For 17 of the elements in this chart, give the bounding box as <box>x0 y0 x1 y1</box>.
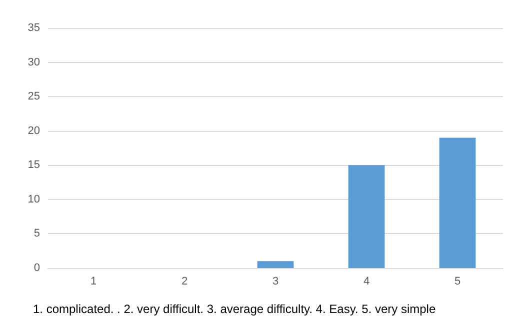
y-tick-label: 5 <box>34 228 40 240</box>
y-tick-label: 30 <box>28 56 40 68</box>
x-tick-label: 5 <box>454 276 461 288</box>
y-tick-label: 10 <box>28 193 40 206</box>
x-tick-label: 2 <box>181 276 188 288</box>
x-tick-label: 3 <box>272 276 279 288</box>
y-tick-label: 25 <box>28 90 40 103</box>
x-tick-label: 4 <box>363 276 370 288</box>
bar <box>348 165 385 268</box>
y-tick-label: 20 <box>28 124 40 137</box>
y-tick-label: 0 <box>34 262 40 274</box>
y-tick-label: 35 <box>28 22 40 34</box>
x-tick-label: 1 <box>90 276 97 288</box>
bar <box>257 261 294 268</box>
text: 1. complicated. . 2. very difficult. 3. average difficulty. 4. Easy. 5. very simple <box>33 302 436 316</box>
bar <box>439 138 476 268</box>
y-tick-label: 15 <box>28 159 40 172</box>
